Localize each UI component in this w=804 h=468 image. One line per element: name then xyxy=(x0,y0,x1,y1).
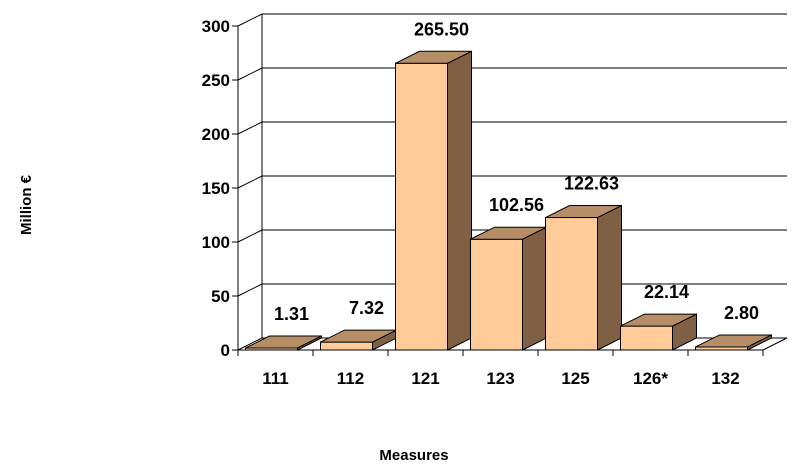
bar-front-face xyxy=(620,325,673,351)
y-tick-label: 250 xyxy=(202,71,230,90)
y-tick-label: 0 xyxy=(221,341,230,360)
y-tick-labels: 0 50 100 150 200 250 300 xyxy=(202,17,230,360)
floor-right-edge xyxy=(762,337,788,351)
y-tick-label: 100 xyxy=(202,233,230,252)
bar-front-face xyxy=(395,62,448,351)
x-tick-label: 123 xyxy=(486,369,514,388)
y-tick-label: 300 xyxy=(202,17,230,36)
gridline-diagonal xyxy=(237,67,263,81)
x-tick-label: 111 xyxy=(262,369,289,388)
bar-top-face xyxy=(620,313,697,327)
x-axis-title: Measures xyxy=(379,447,448,464)
data-label: 22.14 xyxy=(644,282,689,302)
gridline-diagonal xyxy=(237,121,263,135)
bar-126* xyxy=(620,313,697,351)
gridline-diagonal xyxy=(237,229,263,243)
bar-side-face xyxy=(522,226,547,351)
bar-side-face xyxy=(447,50,472,351)
bar-top-face xyxy=(245,335,322,349)
bar-121 xyxy=(395,50,472,351)
x-tick-label: 121 xyxy=(411,369,439,388)
data-label: 122.63 xyxy=(564,174,619,194)
bar-side-face xyxy=(597,204,622,351)
bar-top-face xyxy=(695,334,772,348)
data-labels: 1.31 7.32 265.50 102.56 122.63 22.14 2.80 xyxy=(274,19,759,324)
x-tick-labels: 111 112 121 123 125 126* 132 xyxy=(262,369,739,388)
y-axis-title: Million € xyxy=(18,174,35,235)
bar-front-face xyxy=(320,341,373,351)
x-tick-label: 126* xyxy=(633,369,668,388)
floor-left-edge xyxy=(237,337,263,351)
y-tick-label: 200 xyxy=(202,125,230,144)
bar-111 xyxy=(245,335,322,351)
bar-top-face xyxy=(545,205,622,219)
data-label: 1.31 xyxy=(274,304,309,324)
bar-125 xyxy=(545,204,622,351)
x-tick-label: 125 xyxy=(561,369,589,388)
x-tick-label: 112 xyxy=(337,369,364,388)
data-label: 2.80 xyxy=(724,303,759,323)
bar-132 xyxy=(695,334,772,351)
data-label: 7.32 xyxy=(349,298,384,318)
y-tick-label: 150 xyxy=(202,179,230,198)
bar-top-face xyxy=(395,50,472,64)
bar-front-face xyxy=(470,238,523,351)
bars xyxy=(245,50,772,351)
x-tick-label: 132 xyxy=(711,369,739,388)
bar-123 xyxy=(470,226,547,351)
data-label: 102.56 xyxy=(489,195,544,215)
y-tick-label: 50 xyxy=(211,287,230,306)
gridline-diagonal xyxy=(237,13,263,27)
bar-112 xyxy=(320,329,397,351)
gridlines xyxy=(237,13,787,297)
gridline-diagonal xyxy=(237,175,263,189)
gridline-diagonal xyxy=(237,283,263,297)
data-label: 265.50 xyxy=(414,19,469,39)
bar-front-face xyxy=(545,217,598,351)
